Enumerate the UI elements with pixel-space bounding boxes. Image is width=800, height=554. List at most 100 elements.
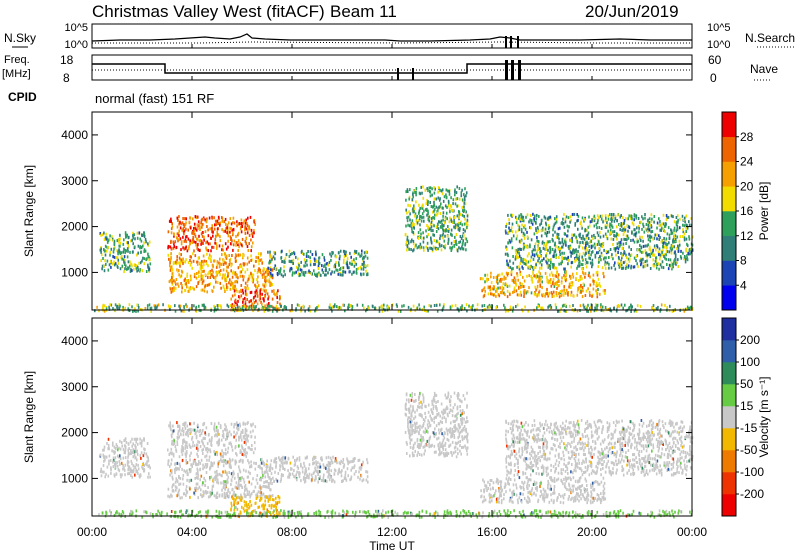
range-cell	[190, 445, 192, 449]
range-cell	[595, 271, 598, 275]
range-cell	[242, 278, 245, 282]
range-cell	[203, 476, 205, 480]
range-cell	[456, 248, 459, 252]
colorbar-swatch	[722, 285, 736, 311]
range-cell	[196, 482, 199, 486]
range-cell	[545, 254, 547, 258]
range-cell	[590, 239, 593, 243]
range-cell	[180, 240, 183, 244]
range-cell	[182, 439, 184, 443]
noise-gap-bar	[517, 36, 519, 48]
range-cell	[561, 276, 563, 280]
range-cell	[363, 255, 365, 259]
range-cell	[271, 297, 274, 301]
range-cell	[225, 452, 227, 456]
range-cell	[516, 265, 518, 269]
range-cell	[539, 250, 541, 254]
range-cell	[523, 258, 526, 262]
range-cell	[197, 248, 199, 252]
range-cell	[330, 272, 332, 276]
range-cell	[172, 483, 174, 487]
range-cell	[484, 280, 486, 284]
range-cell	[275, 304, 278, 308]
range-cell	[202, 231, 204, 234]
range-cell	[668, 263, 671, 267]
range-cell	[183, 232, 185, 236]
range-cell	[201, 439, 203, 443]
range-cell	[168, 219, 171, 223]
range-cell	[613, 263, 615, 267]
range-cell	[581, 277, 583, 281]
range-cell	[555, 274, 558, 278]
range-cell	[420, 245, 423, 249]
range-cell	[672, 265, 674, 269]
range-cell	[576, 293, 579, 297]
range-cell	[520, 293, 523, 297]
range-cell	[446, 217, 448, 221]
range-cell	[430, 238, 432, 242]
range-cell	[178, 467, 180, 471]
range-cell	[214, 219, 217, 223]
range-cell	[194, 476, 196, 480]
range-cell	[258, 478, 261, 482]
range-cell	[217, 462, 220, 466]
range-cell	[512, 234, 515, 238]
range-cell	[535, 217, 538, 221]
range-cell	[189, 307, 191, 311]
range-cell	[461, 213, 464, 217]
range-cell	[202, 442, 204, 446]
range-cell	[360, 273, 363, 277]
range-cell	[230, 433, 232, 437]
range-cell	[434, 213, 436, 217]
range-cell	[658, 238, 660, 241]
range-cell	[182, 227, 185, 231]
range-cell	[539, 277, 541, 281]
range-cell	[581, 267, 584, 271]
power-colorbar-label: Power [dB]	[757, 182, 771, 241]
range-cell	[418, 209, 421, 213]
range-cell	[539, 260, 542, 264]
range-cell	[230, 237, 232, 240]
range-cell	[620, 214, 622, 217]
range-cell	[140, 250, 142, 254]
range-cell	[563, 251, 565, 255]
range-cell	[127, 242, 129, 246]
range-cell	[240, 493, 242, 497]
range-cell	[535, 263, 537, 267]
range-cell	[622, 306, 624, 310]
range-cell	[198, 249, 201, 252]
range-cell	[571, 272, 574, 276]
range-cell	[519, 247, 521, 251]
range-cell	[170, 469, 172, 473]
range-cell	[612, 213, 615, 216]
range-cell	[277, 512, 279, 516]
range-cell	[439, 303, 441, 307]
range-cell	[644, 264, 647, 268]
range-cell	[185, 279, 188, 283]
range-cell	[497, 281, 499, 285]
range-cell	[175, 282, 177, 286]
range-cell	[514, 248, 517, 252]
range-cell	[234, 293, 236, 297]
range-cell	[681, 214, 684, 218]
range-cell	[263, 267, 265, 271]
range-cell	[262, 283, 264, 287]
range-cell	[195, 446, 198, 450]
range-cell	[131, 444, 133, 448]
range-cell	[575, 276, 577, 280]
range-cell	[136, 452, 139, 456]
range-cell	[237, 482, 240, 486]
range-cell	[235, 301, 237, 305]
range-cell	[268, 270, 270, 274]
range-cell	[252, 273, 255, 277]
range-cell	[274, 252, 277, 256]
range-cell	[415, 190, 417, 194]
range-cell	[669, 246, 672, 250]
range-cell	[537, 229, 539, 233]
range-cell	[618, 241, 620, 245]
nsky-label: N.Sky	[4, 31, 36, 45]
range-cell	[143, 257, 146, 261]
range-cell	[124, 438, 126, 442]
range-cell	[113, 247, 115, 251]
